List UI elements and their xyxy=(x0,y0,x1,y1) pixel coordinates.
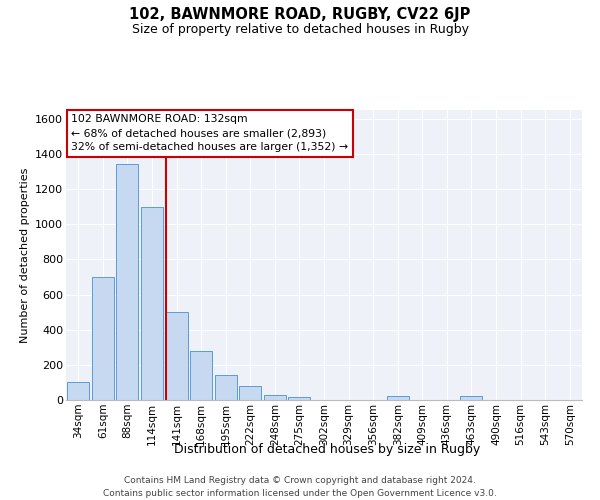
Bar xyxy=(92,277,114,400)
Text: Size of property relative to detached houses in Rugby: Size of property relative to detached ho… xyxy=(131,22,469,36)
Bar xyxy=(141,206,163,400)
Bar xyxy=(190,351,212,400)
Bar xyxy=(215,376,237,400)
Bar xyxy=(166,312,188,400)
Text: Contains HM Land Registry data © Crown copyright and database right 2024.
Contai: Contains HM Land Registry data © Crown c… xyxy=(103,476,497,498)
Bar xyxy=(67,382,89,400)
Bar xyxy=(239,386,262,400)
Bar xyxy=(116,164,139,400)
Text: Distribution of detached houses by size in Rugby: Distribution of detached houses by size … xyxy=(174,442,480,456)
Bar xyxy=(289,398,310,400)
Y-axis label: Number of detached properties: Number of detached properties xyxy=(20,168,29,342)
Bar xyxy=(460,396,482,400)
Text: 102, BAWNMORE ROAD, RUGBY, CV22 6JP: 102, BAWNMORE ROAD, RUGBY, CV22 6JP xyxy=(130,8,470,22)
Bar xyxy=(386,396,409,400)
Bar xyxy=(264,394,286,400)
Text: 102 BAWNMORE ROAD: 132sqm
← 68% of detached houses are smaller (2,893)
32% of se: 102 BAWNMORE ROAD: 132sqm ← 68% of detac… xyxy=(71,114,348,152)
